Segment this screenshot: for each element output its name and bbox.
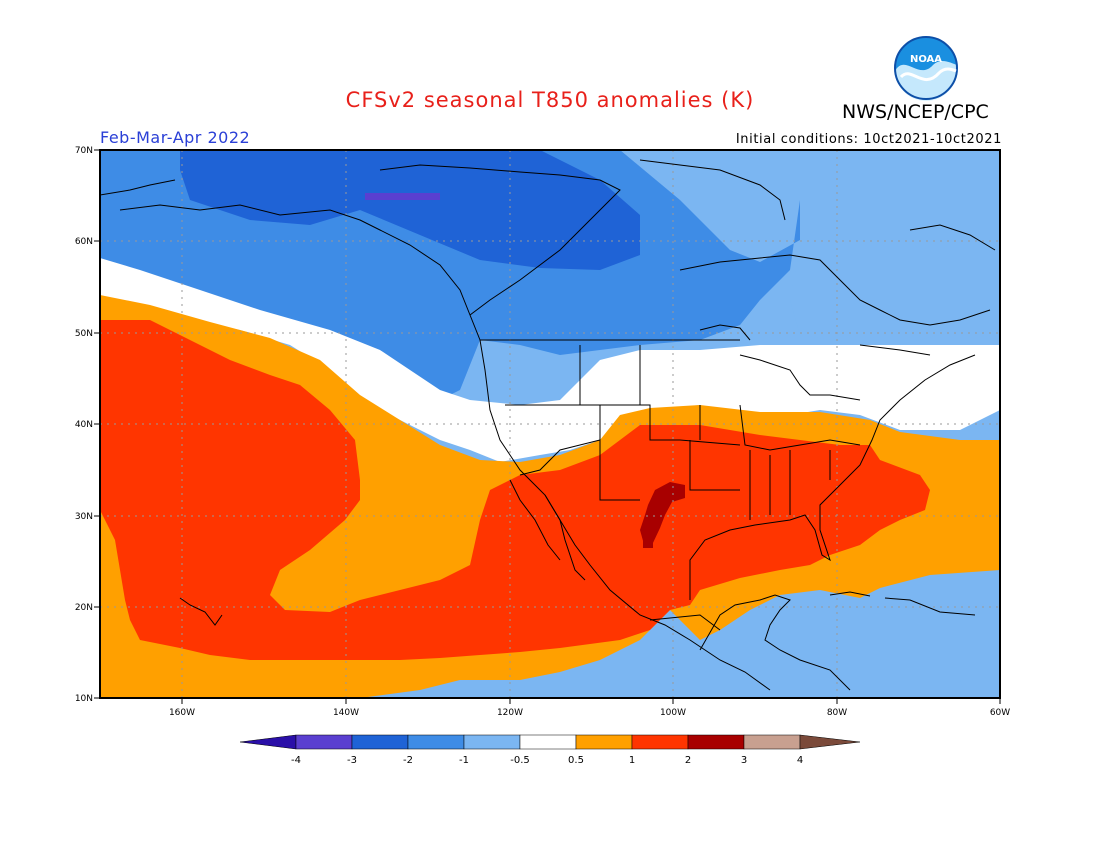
lon-tick-label: 160W <box>169 708 195 718</box>
lat-tick-label: 10N <box>75 694 93 704</box>
noaa-logo-text: NOAA <box>910 54 942 65</box>
legend-label: 4 <box>797 755 803 766</box>
lat-tick-label: 20N <box>75 603 93 613</box>
legend-bin <box>631 734 689 750</box>
anomaly-field <box>100 150 1000 698</box>
lon-tick-label: 80W <box>827 708 847 718</box>
lat-tick-label: 40N <box>75 420 93 430</box>
axis-ticks <box>94 149 1001 704</box>
coastlines <box>100 159 996 691</box>
legend-label: -3 <box>347 755 357 766</box>
lon-tick-label: 100W <box>660 708 686 718</box>
legend-label: -1 <box>459 755 469 766</box>
legend-arrow-low <box>239 734 297 750</box>
legend-bin <box>407 734 465 750</box>
legend-bin <box>743 734 801 750</box>
legend-label: 3 <box>741 755 747 766</box>
map-title: CFSv2 seasonal T850 anomalies (K) <box>345 88 755 112</box>
legend-label: 2 <box>685 755 691 766</box>
legend-bin <box>687 734 745 750</box>
color-legend <box>239 734 861 750</box>
anomaly-minus-three-patch <box>365 193 440 200</box>
agency-label: NWS/NCEP/CPC <box>842 101 989 123</box>
lat-tick-label: 30N <box>75 512 93 522</box>
legend-label: 0.5 <box>568 755 584 766</box>
legend-bin <box>575 734 633 750</box>
legend-label: 1 <box>629 755 635 766</box>
lat-tick-label: 70N <box>75 146 93 156</box>
noaa-logo: NOAA <box>894 36 958 101</box>
legend-label: -0.5 <box>510 755 530 766</box>
map-grid <box>100 150 1000 698</box>
legend-label: -4 <box>291 755 301 766</box>
lon-tick-label: 120W <box>497 708 523 718</box>
lat-tick-label: 50N <box>75 329 93 339</box>
map-frame <box>99 149 1001 699</box>
lat-tick-label: 60N <box>75 237 93 247</box>
forecast-period: Feb-Mar-Apr 2022 <box>100 128 251 147</box>
legend-bin <box>351 734 409 750</box>
legend-bin <box>295 734 353 750</box>
lon-tick-label: 140W <box>333 708 359 718</box>
legend-label: -2 <box>403 755 413 766</box>
legend-bin <box>519 734 577 750</box>
legend-bin <box>463 734 521 750</box>
initial-conditions: Initial conditions: 10ct2021-10ct2021 <box>735 132 1002 147</box>
lon-tick-label: 60W <box>990 708 1010 718</box>
legend-arrow-high <box>799 734 861 750</box>
